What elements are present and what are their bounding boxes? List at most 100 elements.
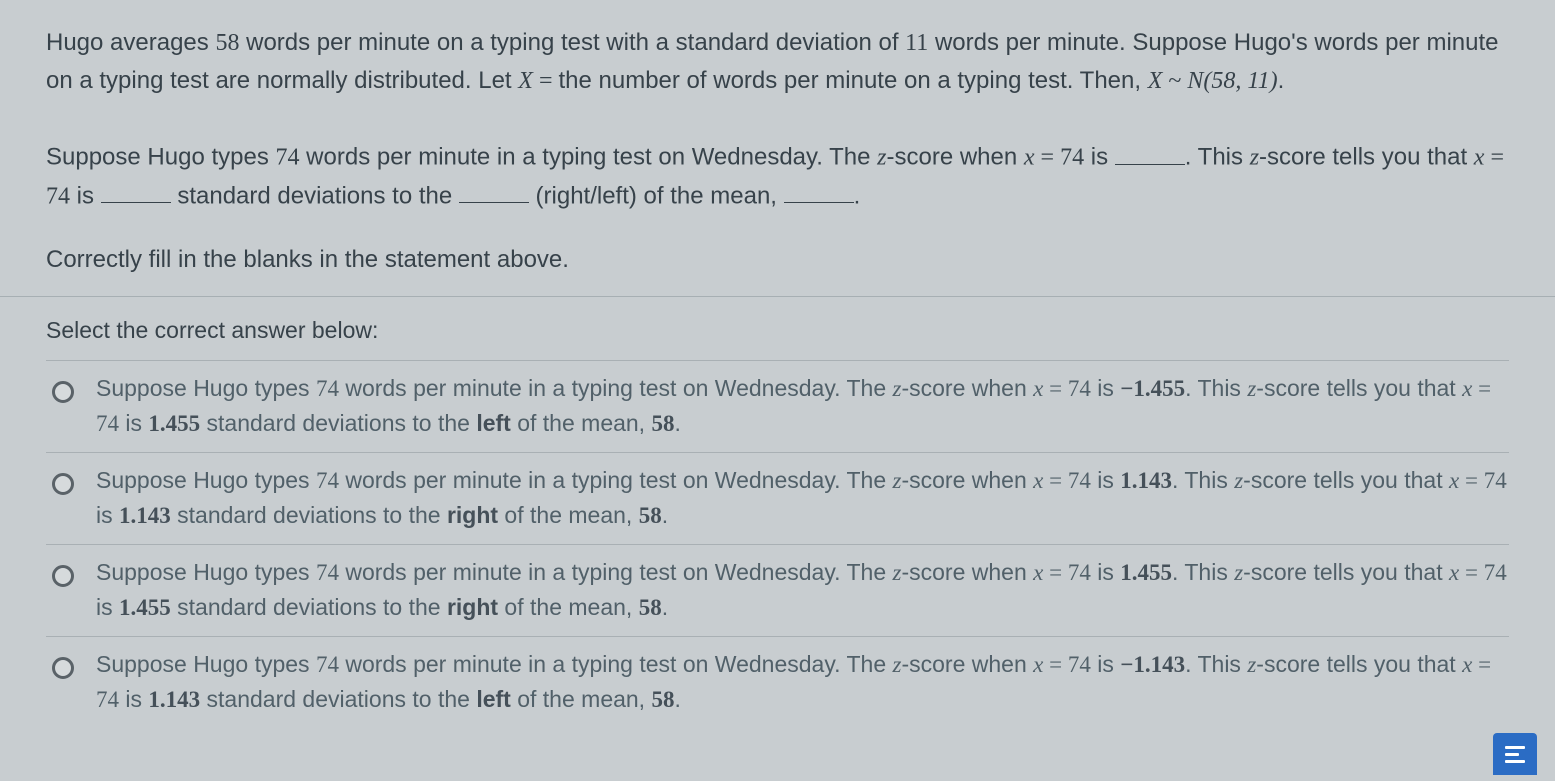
instruction-text: Correctly fill in the blanks in the stat… [46,246,1509,274]
text: the number of words per minute on a typi… [558,67,1147,94]
option-row[interactable]: Suppose Hugo types 74 words per minute i… [46,360,1509,452]
select-answer-label: Select the correct answer below: [46,297,1509,360]
direction: left [476,686,511,712]
text: standard deviations to the [200,686,476,712]
variable-x: X [1148,68,1163,94]
mean-value: 58 [639,595,662,620]
direction: left [476,410,511,436]
zscore-value: −1.455 [1120,376,1185,401]
text: words per minute in a typing test on Wed… [339,651,893,677]
fill-blank-statement: Suppose Hugo types 74 words per minute i… [46,138,1509,215]
text: is [96,502,119,528]
text: . [674,686,680,712]
equals: = [1035,145,1061,171]
equals: = [1043,468,1067,493]
zscore-value: −1.143 [1120,652,1185,677]
zscore-value: 1.143 [1120,468,1172,493]
text: words per minute in a typing test on Wed… [339,559,893,585]
x-var: x [1024,145,1035,171]
sd-value: 1.455 [119,595,171,620]
text: . [854,182,861,209]
text: -score tells you that [1259,144,1474,171]
z-var: z [1234,468,1243,493]
option-row[interactable]: Suppose Hugo types 74 words per minute i… [46,636,1509,728]
value: 74 [316,560,339,585]
text: of the mean, [511,410,652,436]
text: is [1091,467,1120,493]
value: 74 [1484,468,1507,493]
blank-sd [101,177,171,203]
text: is [96,594,119,620]
value: 74 [276,145,300,171]
value-mean: 58 [215,30,239,56]
text: -score when [901,375,1033,401]
text: -score when [901,559,1033,585]
value: 74 [316,468,339,493]
text: Suppose Hugo types [96,651,316,677]
value: 74 [1068,468,1091,493]
text: words per minute in a typing test on Wed… [339,375,893,401]
text: of the mean, [498,502,639,528]
equals: = [1484,145,1504,171]
mean-value: 58 [651,687,674,712]
equals: = [1459,560,1483,585]
prompt-text: Hugo averages 58 words per minute on a t… [46,24,1509,100]
z-var: z [1247,376,1256,401]
x-var: x [1449,560,1459,585]
text: -score tells you that [1243,559,1449,585]
text: words per minute on a typing test with a… [239,29,905,56]
z-var: z [1247,652,1256,677]
text: is [1091,559,1120,585]
option-text: Suppose Hugo types 74 words per minute i… [96,647,1509,718]
option-row[interactable]: Suppose Hugo types 74 words per minute i… [46,544,1509,636]
text: Suppose Hugo types [96,559,316,585]
value: 74 [1068,560,1091,585]
z-var: z [1234,560,1243,585]
text: is [1084,144,1115,171]
radio-button[interactable] [52,473,74,495]
text: . This [1185,144,1250,171]
value: 74 [96,687,119,712]
z-var: z [877,145,886,171]
text: Suppose Hugo types [96,467,316,493]
text: . [662,502,668,528]
x-var: x [1474,145,1485,171]
text: standard deviations to the [171,594,447,620]
text: -score when [887,144,1024,171]
text: (right/left) of the mean, [529,182,784,209]
equals: = [1459,468,1483,493]
text: of the mean, [511,686,652,712]
blank-mean [784,177,854,203]
text: . This [1172,559,1234,585]
text: Suppose Hugo types [46,144,276,171]
text: -score when [901,467,1033,493]
option-row[interactable]: Suppose Hugo types 74 words per minute i… [46,452,1509,544]
help-button[interactable] [1493,733,1537,775]
x-var: x [1462,652,1472,677]
equals: = [1043,376,1067,401]
x-var: x [1033,652,1043,677]
text: -score tells you that [1243,467,1449,493]
menu-icon [1505,746,1525,763]
text: standard deviations to the [200,410,476,436]
value: 74 [1068,652,1091,677]
text: . [1278,67,1285,94]
mean-value: 58 [651,411,674,436]
value: 74 [316,376,339,401]
text: . This [1185,375,1247,401]
tilde: ~ [1162,68,1187,94]
radio-button[interactable] [52,657,74,679]
variable-x: X [518,68,533,94]
radio-button[interactable] [52,381,74,403]
text: words per minute in a typing test on Wed… [300,144,878,171]
option-text: Suppose Hugo types 74 words per minute i… [96,555,1509,626]
mean-value: 58 [639,503,662,528]
x-var: x [1449,468,1459,493]
equals: = [1043,560,1067,585]
equals: = [533,68,559,94]
x-var: x [1462,376,1472,401]
direction: right [447,594,498,620]
text: -score tells you that [1256,375,1462,401]
radio-button[interactable] [52,565,74,587]
question-card: Hugo averages 58 words per minute on a t… [0,0,1555,728]
